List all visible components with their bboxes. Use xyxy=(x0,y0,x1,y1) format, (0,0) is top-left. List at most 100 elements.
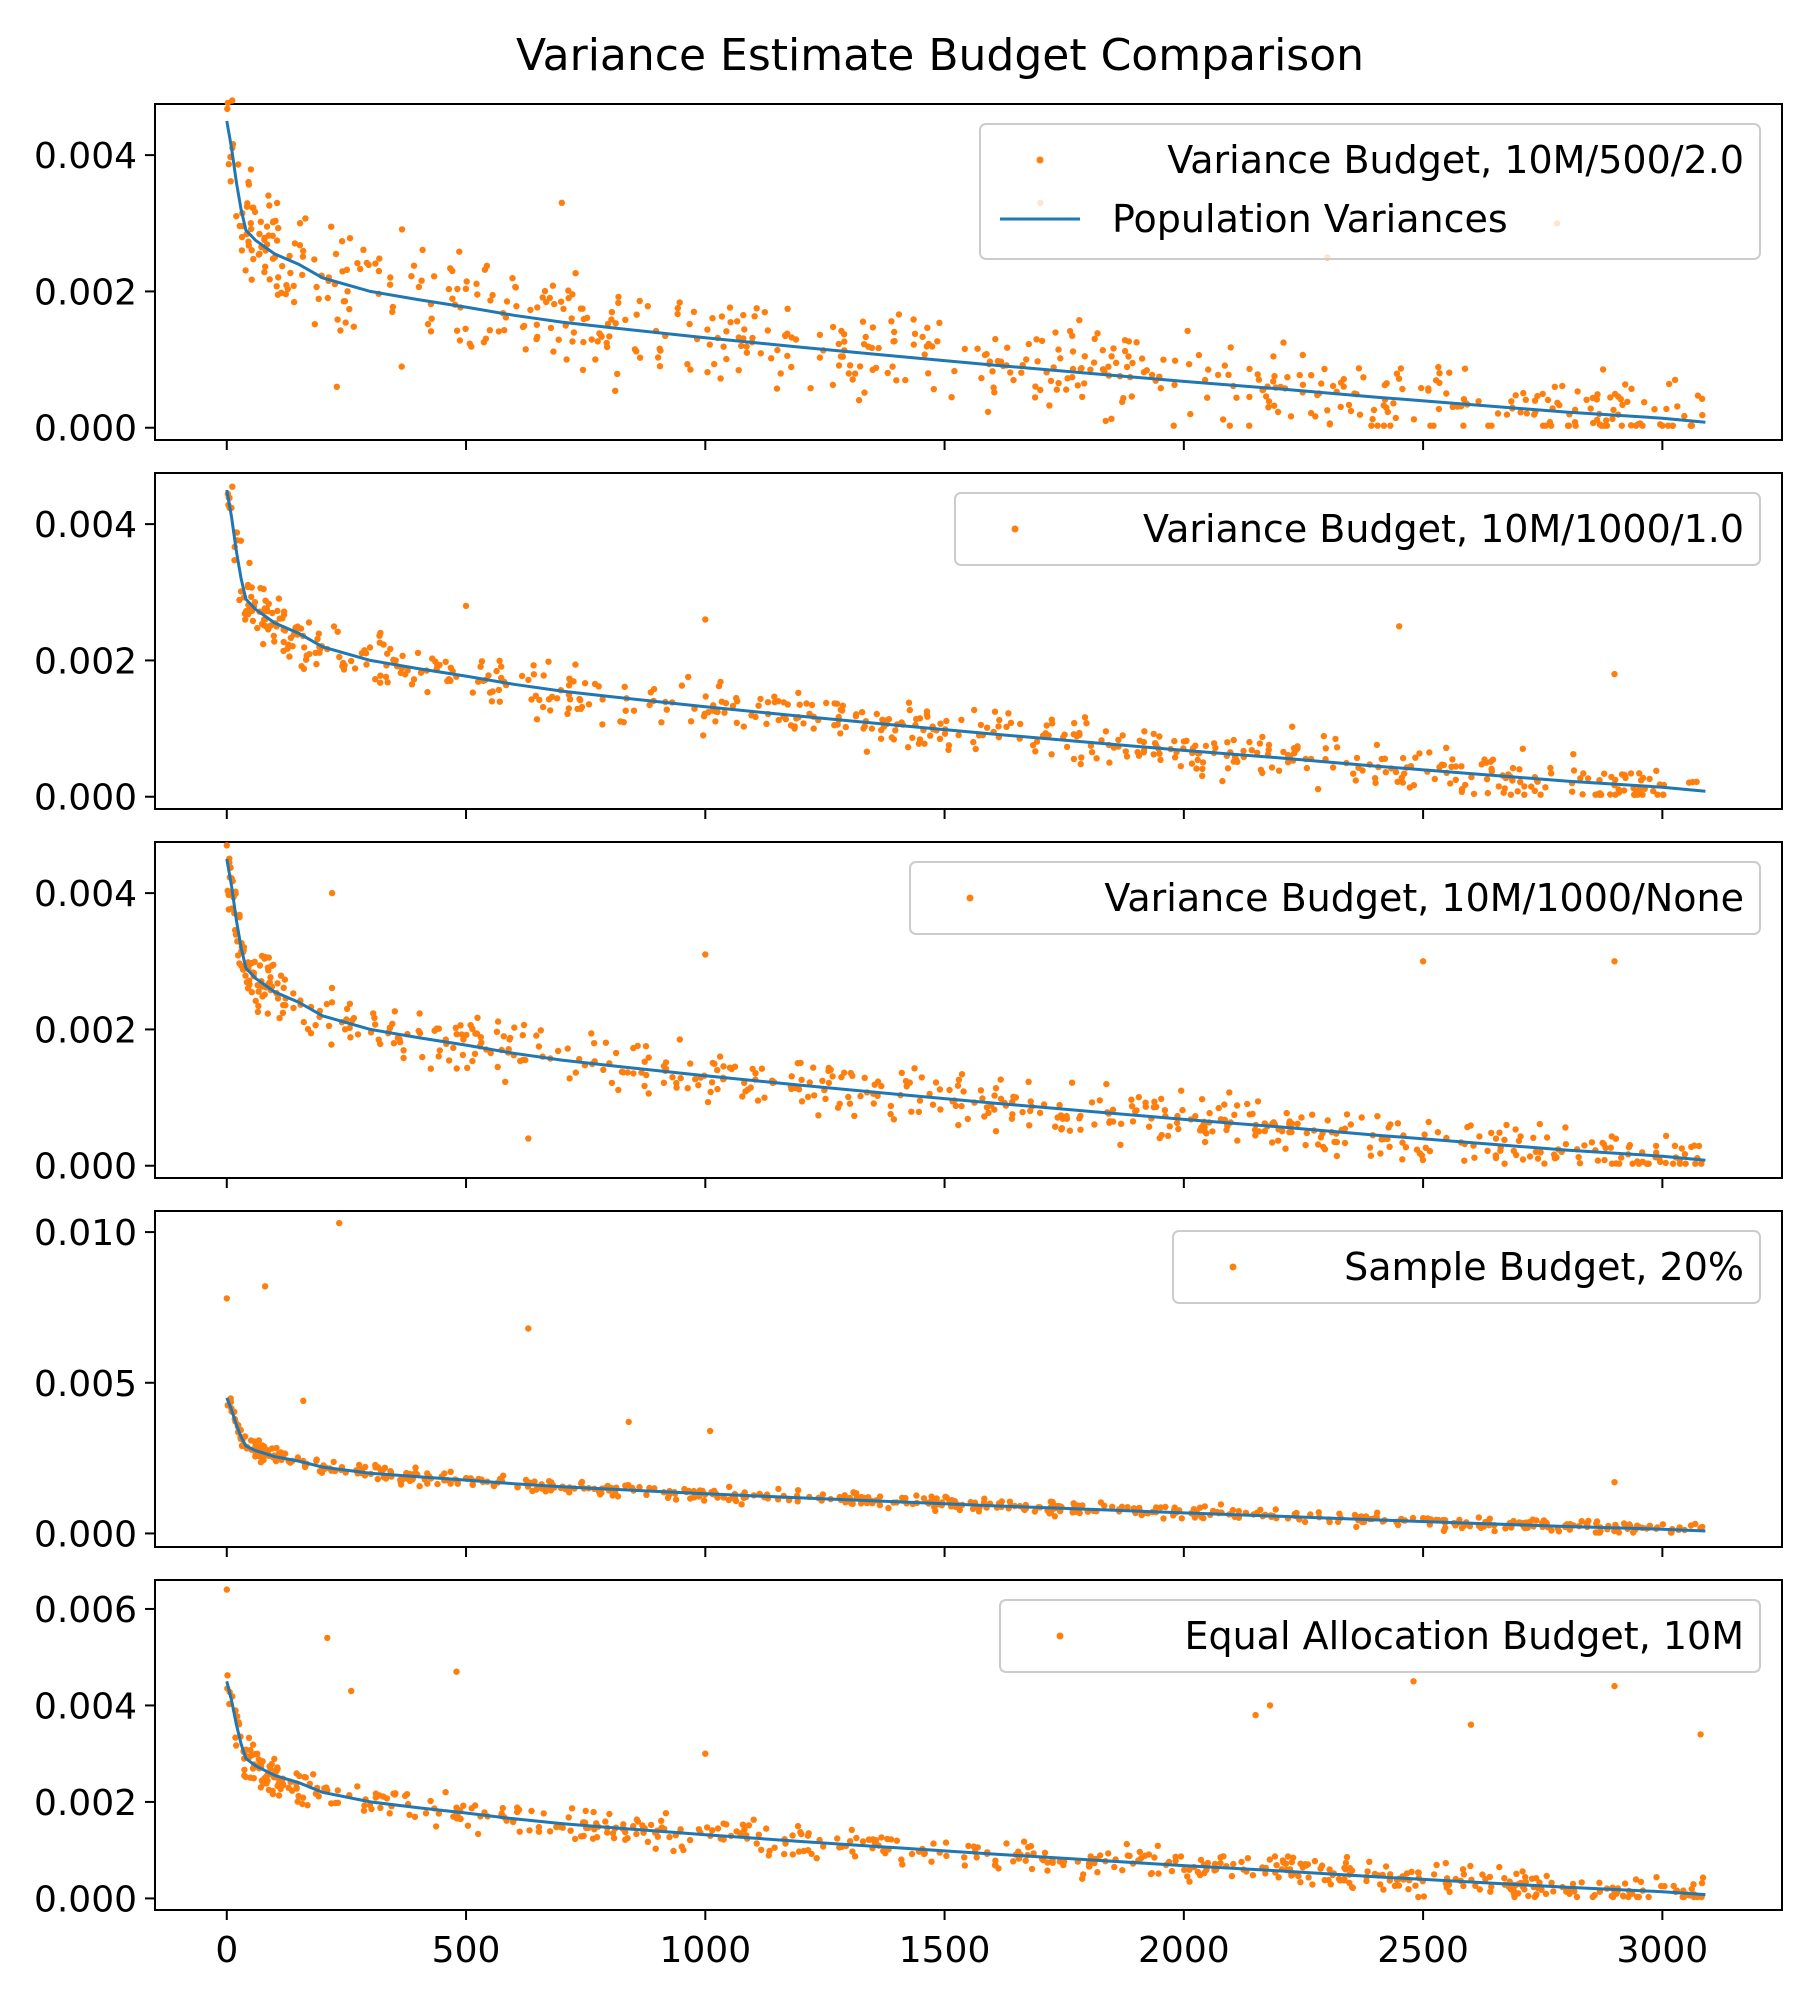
data-point xyxy=(1120,394,1127,402)
data-point xyxy=(862,333,869,341)
data-point xyxy=(582,1807,589,1815)
data-point xyxy=(275,1450,282,1458)
legend-box xyxy=(909,861,1761,935)
data-point xyxy=(1240,747,1247,755)
data-point xyxy=(300,1397,307,1405)
data-point xyxy=(757,350,764,357)
data-point xyxy=(1173,1119,1181,1127)
data-point xyxy=(363,661,370,668)
data-point xyxy=(807,385,814,392)
data-point xyxy=(488,698,496,705)
data-point xyxy=(1199,772,1206,780)
data-point xyxy=(1201,1503,1209,1510)
data-point xyxy=(955,1076,963,1084)
data-point xyxy=(489,688,496,695)
data-point xyxy=(1138,355,1146,362)
data-point xyxy=(254,1008,262,1015)
data-point xyxy=(1509,777,1516,784)
data-point xyxy=(1119,1867,1126,1874)
data-point xyxy=(1079,1875,1086,1882)
data-point xyxy=(1108,415,1115,422)
data-point xyxy=(934,338,941,345)
data-point xyxy=(1412,1882,1419,1889)
data-point xyxy=(841,338,848,345)
data-point xyxy=(275,595,283,602)
data-point xyxy=(304,1802,311,1809)
data-point xyxy=(858,709,866,716)
data-point xyxy=(706,1427,714,1435)
data-point xyxy=(469,1025,476,1033)
data-point xyxy=(1575,1153,1582,1161)
data-point xyxy=(1042,730,1049,737)
x-tick-label: 0 xyxy=(215,1930,238,1971)
data-point xyxy=(1503,411,1511,418)
data-point xyxy=(583,314,591,321)
data-point xyxy=(690,308,698,315)
data-point xyxy=(1496,1129,1503,1136)
data-point xyxy=(1636,770,1643,777)
data-point xyxy=(684,1085,691,1092)
data-point xyxy=(1698,395,1706,402)
data-point xyxy=(1318,380,1325,387)
data-point xyxy=(1669,1160,1677,1167)
data-point xyxy=(323,1000,330,1008)
data-point xyxy=(1543,1134,1551,1141)
data-point xyxy=(429,655,436,662)
data-point xyxy=(1446,1888,1453,1896)
data-point xyxy=(1516,766,1523,773)
data-point xyxy=(891,328,898,336)
data-point xyxy=(1369,415,1376,423)
data-point xyxy=(615,299,622,306)
data-point xyxy=(598,333,605,340)
data-point xyxy=(1596,1879,1603,1887)
data-point xyxy=(1034,358,1041,365)
data-point xyxy=(435,1053,442,1060)
data-point xyxy=(754,1097,762,1104)
data-point xyxy=(936,319,943,326)
data-point xyxy=(1514,788,1521,795)
data-point xyxy=(856,363,864,370)
data-point xyxy=(475,678,482,685)
data-point xyxy=(372,260,379,267)
data-point xyxy=(811,1092,818,1099)
data-point xyxy=(974,345,981,352)
data-point xyxy=(1687,1522,1695,1529)
data-point xyxy=(1188,760,1196,767)
data-point xyxy=(261,268,268,276)
data-point xyxy=(430,273,438,280)
data-point xyxy=(494,1063,501,1071)
data-point xyxy=(1266,1702,1274,1709)
data-point xyxy=(1219,777,1226,785)
data-point xyxy=(563,356,570,363)
data-point xyxy=(1360,374,1367,381)
data-point xyxy=(1141,728,1148,735)
data-point xyxy=(1412,754,1419,761)
data-point xyxy=(703,1824,711,1831)
data-point xyxy=(971,706,978,714)
data-point xyxy=(800,1847,807,1855)
data-point xyxy=(1449,403,1456,411)
data-point xyxy=(717,375,724,382)
data-point xyxy=(1227,344,1234,351)
data-point xyxy=(956,1506,963,1514)
data-point xyxy=(577,1480,585,1487)
data-point xyxy=(650,685,658,693)
data-point xyxy=(991,1861,999,1869)
data-point xyxy=(1494,410,1502,417)
data-point xyxy=(805,1830,812,1837)
data-point xyxy=(1079,1502,1086,1509)
data-point xyxy=(1108,353,1115,360)
data-point xyxy=(773,385,781,392)
data-point xyxy=(417,669,425,676)
data-point xyxy=(386,281,394,288)
data-point xyxy=(1102,728,1110,735)
data-point xyxy=(468,343,475,350)
data-point xyxy=(851,1112,858,1120)
data-point xyxy=(890,736,898,743)
data-point xyxy=(1270,1119,1277,1126)
data-point xyxy=(720,1063,727,1070)
data-point xyxy=(290,990,297,997)
data-point xyxy=(761,1094,768,1101)
data-point xyxy=(1233,1102,1241,1109)
data-point xyxy=(571,1835,579,1843)
